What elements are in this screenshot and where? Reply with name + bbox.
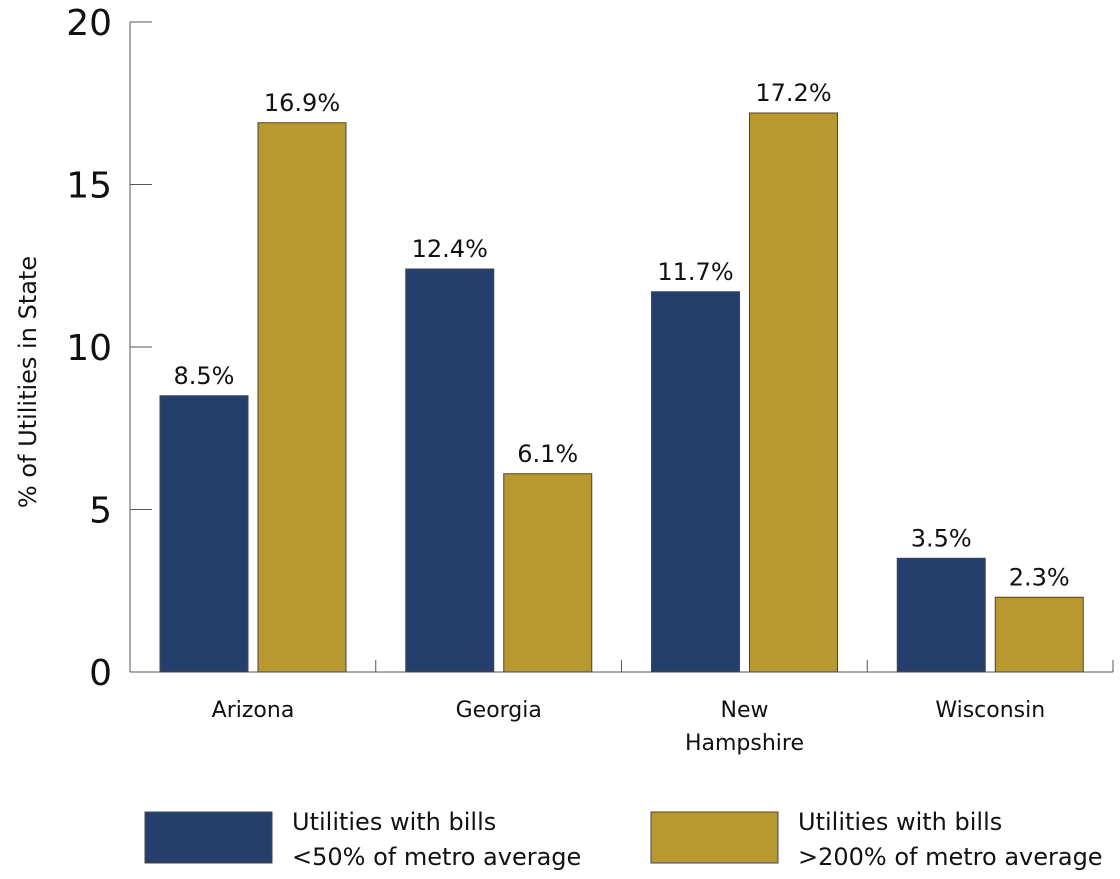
category-label: Arizona: [212, 698, 295, 723]
data-label: 11.7%: [657, 258, 733, 286]
data-label: 6.1%: [517, 440, 578, 468]
data-label: 2.3%: [1009, 563, 1070, 591]
data-label: 12.4%: [412, 235, 488, 263]
bar-high-3: [994, 596, 1084, 673]
legend-label: >200% of metro average: [798, 843, 1103, 871]
y-tick-label: 0: [89, 653, 112, 694]
y-tick-label: 10: [66, 328, 112, 369]
category-label: Hampshire: [685, 731, 804, 756]
legend-swatch: [650, 811, 779, 864]
bar-high-0: [257, 122, 347, 673]
data-label: 3.5%: [911, 524, 972, 552]
bar-low-0: [159, 395, 249, 673]
y-tick-label: 20: [66, 3, 112, 44]
data-label: 16.9%: [264, 89, 340, 117]
category-label: Wisconsin: [935, 698, 1045, 723]
data-label: 17.2%: [755, 79, 831, 107]
legend-swatch: [144, 811, 273, 864]
bar-high-2: [749, 112, 838, 673]
legend-label: Utilities with bills: [292, 808, 496, 836]
y-axis-title: % of Utilities in State: [14, 256, 42, 508]
legend-label: <50% of metro average: [292, 843, 581, 871]
bar-high-1: [503, 473, 593, 673]
y-tick-label: 5: [89, 491, 112, 532]
category-label: Georgia: [456, 698, 542, 723]
data-label: 8.5%: [174, 362, 235, 390]
category-label: New: [721, 698, 769, 723]
bar-low-3: [896, 557, 986, 673]
y-tick-label: 15: [66, 166, 112, 207]
bar-low-2: [651, 291, 740, 673]
legend-label: Utilities with bills: [798, 808, 1002, 836]
bar-low-1: [405, 268, 495, 673]
